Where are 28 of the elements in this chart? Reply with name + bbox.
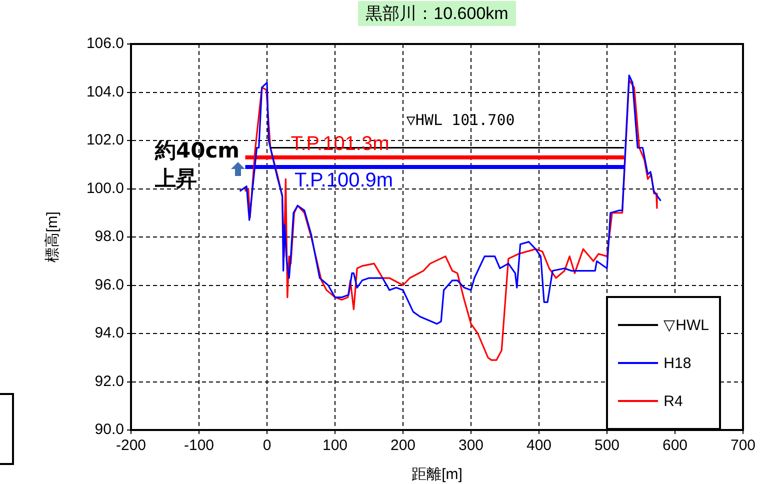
y-tick-label: 104.0 — [86, 83, 124, 100]
x-axis-title: 距離[m] — [412, 466, 462, 484]
chart-title: 黒部川：10.600km — [358, 1, 516, 26]
x-tick-label: 600 — [662, 437, 688, 454]
x-tick-label: -200 — [116, 437, 146, 454]
x-tick-label: 400 — [526, 437, 552, 454]
legend-label: H18 — [664, 354, 692, 372]
y-tick-label: 94.0 — [94, 324, 124, 342]
x-tick-label: 300 — [458, 437, 484, 454]
y-tick-label: 96.0 — [94, 276, 124, 294]
y-axis-title: 標高[m] — [44, 212, 62, 262]
x-tick-label: 500 — [594, 437, 620, 454]
annotation: 約40cm 上昇 — [154, 138, 240, 191]
legend-label: R4 — [664, 392, 683, 410]
annotation: ▽HWL 101.700 — [406, 111, 515, 130]
x-tick-label: 100 — [322, 437, 348, 454]
y-tick-label: 92.0 — [94, 372, 124, 390]
x-tick-label: 200 — [390, 437, 416, 454]
y-tick-label: 90.0 — [94, 421, 124, 438]
x-tick-label: 700 — [730, 437, 756, 454]
y-tick-label: 106.0 — [86, 35, 124, 52]
legend-label: ▽HWL — [664, 316, 709, 334]
y-tick-label: 100.0 — [86, 180, 124, 197]
y-tick-label: 98.0 — [94, 228, 124, 246]
series-label: T.P.100.9m — [294, 170, 394, 192]
x-tick-label: 0 — [262, 437, 272, 454]
y-tick-label: 102.0 — [86, 132, 124, 149]
x-tick-label: -100 — [184, 437, 214, 454]
